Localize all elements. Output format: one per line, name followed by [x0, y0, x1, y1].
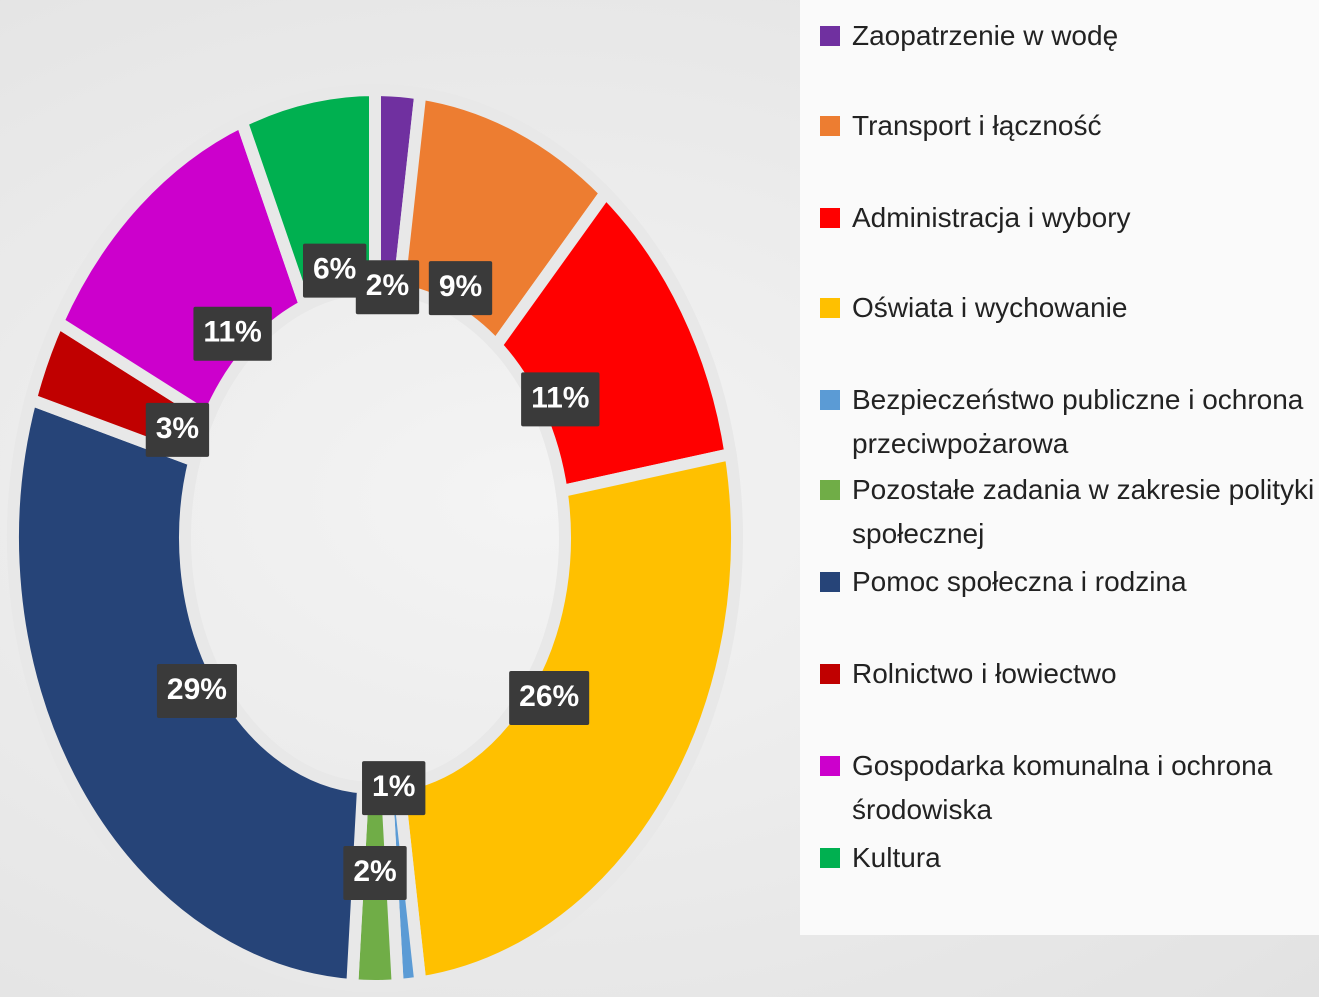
legend-swatch: [820, 848, 840, 868]
data-label-text: 2%: [353, 855, 396, 888]
legend-item: Pozostałe zadania w zakresie polityki sp…: [820, 468, 1319, 556]
legend-label: Administracja i wybory: [852, 202, 1131, 233]
legend-item: Gospodarka komunalna i ochrona środowisk…: [820, 744, 1319, 832]
chart: 2% 9% 11% 26% 1% 2% 29% 3% 11% 6%: [7, 83, 743, 992]
data-label: 2%: [343, 846, 407, 901]
label-box: [302, 243, 367, 298]
data-label-text: 26%: [519, 680, 579, 713]
data-label-text: 6%: [313, 253, 356, 286]
data-label: 3%: [145, 402, 210, 457]
legend-label: Pozostałe zadania w zakresie polityki sp…: [852, 474, 1315, 549]
legend-swatch: [820, 390, 840, 410]
label-box: [355, 260, 420, 315]
legend-swatch: [820, 756, 840, 776]
legend-item: Transport i łączność: [820, 104, 1319, 148]
legend-label: Gospodarka komunalna i ochrona środowisk…: [852, 750, 1273, 825]
legend-item: Zaopatrzenie w wodę: [820, 14, 1319, 58]
legend-swatch: [820, 208, 840, 228]
data-label-text: 3%: [156, 412, 199, 445]
legend-item: Rolnictwo i łowiectwo: [820, 652, 1319, 696]
label-box: [362, 761, 426, 816]
legend-label: Oświata i wychowanie: [852, 292, 1128, 323]
data-label: 6%: [302, 243, 367, 298]
legend: Zaopatrzenie w wodę Transport i łączność A…: [800, 0, 1319, 935]
data-label-text: 29%: [167, 673, 227, 706]
data-label: 11%: [521, 372, 600, 427]
legend-item: Bezpieczeństwo publiczne i ochrona przec…: [820, 378, 1319, 466]
data-label: 9%: [428, 261, 493, 316]
legend-swatch: [820, 572, 840, 592]
data-label-text: 11%: [203, 316, 261, 349]
data-label: 11%: [193, 306, 272, 361]
data-label: 29%: [156, 664, 237, 719]
label-box: [145, 402, 210, 457]
legend-item: Administracja i wybory: [820, 196, 1319, 240]
legend-swatch: [820, 116, 840, 136]
label-box: [343, 846, 407, 901]
data-label-text: 1%: [372, 770, 415, 803]
label-box: [193, 306, 272, 361]
data-label-text: 9%: [439, 270, 482, 303]
legend-label: Zaopatrzenie w wodę: [852, 20, 1119, 51]
legend-swatch: [820, 480, 840, 500]
legend-item: Pomoc społeczna i rodzina: [820, 560, 1319, 604]
legend-swatch: [820, 26, 840, 46]
legend-label: Rolnictwo i łowiectwo: [852, 658, 1117, 689]
legend-swatch: [820, 664, 840, 684]
data-label: 2%: [355, 260, 420, 315]
data-label: 1%: [362, 761, 426, 816]
data-label-text: 11%: [531, 381, 589, 414]
label-box: [509, 671, 590, 726]
data-label: 26%: [509, 671, 590, 726]
legend-label: Kultura: [852, 842, 941, 873]
legend-label: Bezpieczeństwo publiczne i ochrona przec…: [852, 384, 1304, 459]
legend-item: Kultura: [820, 836, 1319, 880]
label-box: [156, 664, 237, 719]
legend-swatch: [820, 298, 840, 318]
data-label-text: 2%: [366, 269, 409, 302]
legend-item: Oświata i wychowanie: [820, 286, 1319, 330]
legend-label: Transport i łączność: [852, 110, 1102, 141]
label-box: [521, 372, 600, 427]
label-box: [428, 261, 493, 316]
legend-label: Pomoc społeczna i rodzina: [852, 566, 1187, 597]
